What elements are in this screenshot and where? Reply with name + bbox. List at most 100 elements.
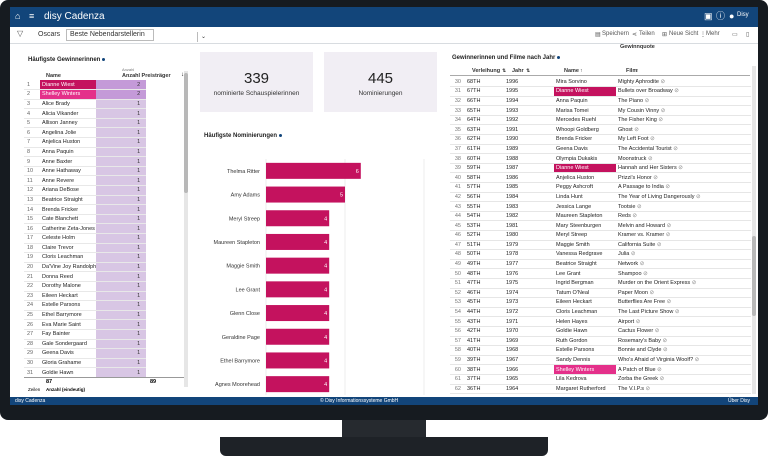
film-cell[interactable]: Bonnie and Clyde ⊘ bbox=[616, 345, 751, 356]
name-cell[interactable]: Cloris Leachman bbox=[554, 307, 616, 318]
link-icon[interactable]: ⊘ bbox=[659, 376, 665, 383]
table-row[interactable]: 37 61TH 1989 Geena Davis The Accidental Tour… bbox=[450, 144, 751, 155]
name-cell[interactable]: Olympia Dukakis bbox=[554, 153, 616, 164]
name-cell[interactable]: Beatrice Straight bbox=[554, 259, 616, 270]
bar[interactable] bbox=[266, 281, 330, 298]
bar[interactable] bbox=[266, 210, 330, 227]
table-row[interactable]: 24 Estelle Parsons 1 bbox=[24, 300, 147, 311]
share-button[interactable]: Teilen bbox=[639, 31, 655, 37]
table-row[interactable]: 12 Ariana DeBose 1 bbox=[24, 185, 147, 196]
link-icon[interactable]: ⊘ bbox=[666, 222, 672, 229]
film-cell[interactable]: Bullets over Broadway ⊘ bbox=[616, 86, 751, 97]
winner-name[interactable]: Dorothy Malone bbox=[40, 281, 97, 292]
name-cell[interactable]: Anjelica Huston bbox=[554, 172, 616, 184]
table-row[interactable]: 38 60TH 1988 Olympia Dukakis Moonstruck ⊘ bbox=[450, 153, 751, 164]
link-icon[interactable]: ⊘ bbox=[674, 88, 679, 95]
link-icon[interactable]: ⊘ bbox=[665, 184, 671, 191]
table-row[interactable]: 50 48TH 1976 Lee Grant Shampoo ⊘ bbox=[450, 268, 751, 279]
view-select[interactable]: Beste Nebendarstellerin ⌄ bbox=[66, 29, 206, 42]
table-row[interactable]: 43 55TH 1983 Jessica Lange Tootsie ⊘ bbox=[450, 201, 751, 212]
table-row[interactable]: 34 64TH 1992 Mercedes Ruehl The Fisher King … bbox=[450, 115, 751, 126]
link-icon[interactable]: ⊘ bbox=[695, 193, 701, 200]
link-icon[interactable]: ⊘ bbox=[666, 299, 672, 306]
name-cell[interactable]: Anna Paquin bbox=[554, 96, 616, 107]
share-icon[interactable]: ⋖ bbox=[632, 32, 638, 38]
winner-name[interactable]: Eileen Heckart bbox=[40, 291, 97, 302]
name-cell[interactable]: Whoopi Goldberg bbox=[554, 124, 616, 136]
table-row[interactable]: 59 39TH 1967 Sandy Dennis Who's Afraid of Vi… bbox=[450, 355, 751, 366]
film-cell[interactable]: My Left Foot ⊘ bbox=[616, 134, 751, 145]
winner-name[interactable]: Brenda Fricker bbox=[40, 204, 97, 215]
link-icon[interactable]: ⊘ bbox=[665, 232, 671, 239]
table-row[interactable]: 27 Fay Bainter 1 bbox=[24, 329, 147, 340]
link-icon[interactable]: ⊘ bbox=[662, 347, 668, 354]
table-row[interactable]: 61 37TH 1965 Lila Kedrova Zorba the Greek ⊘ bbox=[450, 374, 751, 385]
winner-name[interactable]: Cloris Leachman bbox=[40, 252, 97, 263]
table-row[interactable]: 28 Gale Sondergaard 1 bbox=[24, 339, 147, 350]
winner-name[interactable]: Gale Sondergaard bbox=[40, 339, 97, 350]
winner-name[interactable]: Shelley Winters bbox=[40, 89, 97, 100]
film-cell[interactable]: The V.I.P.s ⊘ bbox=[616, 384, 751, 395]
table-row[interactable]: 30 Gloria Grahame 1 bbox=[24, 358, 147, 369]
film-cell[interactable]: California Suite ⊘ bbox=[616, 240, 751, 251]
table-row[interactable]: 53 45TH 1973 Eileen Heckart Butterflies Are … bbox=[450, 297, 751, 308]
winner-name[interactable]: Dianne Wiest bbox=[40, 80, 97, 91]
user-name[interactable]: Disy bbox=[737, 12, 749, 18]
table-row[interactable]: 19 Cloris Leachman 1 bbox=[24, 252, 147, 263]
name-cell[interactable]: Dianne Wiest bbox=[554, 86, 616, 97]
film-cell[interactable]: Melvin and Howard ⊘ bbox=[616, 220, 751, 231]
table-row[interactable]: 11 Anne Revere 1 bbox=[24, 175, 147, 187]
table-row[interactable]: 47 51TH 1979 Maggie Smith California Suite ⊘ bbox=[450, 240, 751, 251]
winner-name[interactable]: Goldie Hawn bbox=[40, 367, 97, 378]
sort-up-icon[interactable]: ↑ bbox=[580, 68, 583, 74]
user-icon[interactable]: ● bbox=[729, 11, 735, 21]
link-icon[interactable]: ⊘ bbox=[678, 165, 683, 172]
winner-name[interactable]: Fay Bainter bbox=[40, 329, 97, 340]
winner-name[interactable]: Ethel Barrymore bbox=[40, 310, 97, 321]
film-cell[interactable]: Rosemary's Baby ⊘ bbox=[616, 336, 751, 347]
link-icon[interactable]: ⊘ bbox=[657, 366, 662, 373]
table-row[interactable]: 21 Donna Reed 1 bbox=[24, 271, 147, 282]
table-row[interactable]: 56 42TH 1970 Goldie Hawn Cactus Flower ⊘ bbox=[450, 326, 751, 337]
table-row[interactable]: 44 54TH 1982 Maureen Stapleton Reds ⊘ bbox=[450, 211, 751, 222]
name-cell[interactable]: Shelley Winters bbox=[554, 364, 616, 375]
table-row[interactable]: 35 63TH 1991 Whoopi Goldberg Ghost ⊘ bbox=[450, 124, 751, 136]
name-cell[interactable]: Tatum O'Neal bbox=[554, 288, 616, 299]
table-row[interactable]: 5 Allison Janney 1 bbox=[24, 118, 147, 129]
link-icon[interactable]: ⊘ bbox=[654, 328, 660, 335]
table-row[interactable]: 62 36TH 1964 Margaret Rutherford The V.I.P.s… bbox=[450, 384, 751, 395]
name-cell[interactable]: Linda Hunt bbox=[554, 192, 616, 203]
left-scrollbar-thumb[interactable] bbox=[184, 73, 188, 193]
panel-icon[interactable]: ▯ bbox=[746, 32, 750, 38]
more-button[interactable]: Mehr bbox=[706, 31, 720, 37]
name-cell[interactable]: Mercedes Ruehl bbox=[554, 115, 616, 126]
name-cell[interactable]: Margaret Rutherford bbox=[554, 384, 616, 395]
info-icon[interactable]: ⓘ bbox=[716, 11, 726, 21]
link-icon[interactable]: ⊘ bbox=[632, 213, 637, 220]
link-icon[interactable]: ⊘ bbox=[662, 337, 668, 344]
filter-icon[interactable]: ⇅ bbox=[526, 68, 531, 74]
link-icon[interactable]: ⊘ bbox=[674, 309, 680, 316]
link-icon[interactable]: ⊘ bbox=[639, 261, 645, 268]
winner-name[interactable]: Catherine Zeta-Jones bbox=[40, 223, 97, 234]
table-row[interactable]: 25 Ethel Barrymore 1 bbox=[24, 310, 147, 321]
film-cell[interactable]: Network ⊘ bbox=[616, 259, 751, 270]
link-icon[interactable]: ⊘ bbox=[636, 203, 642, 210]
breadcrumb-oscars[interactable]: Oscars bbox=[38, 31, 61, 38]
film-cell[interactable]: A Passage to India ⊘ bbox=[616, 182, 751, 193]
bar[interactable] bbox=[266, 162, 361, 179]
winner-name[interactable]: Anna Paquin bbox=[40, 147, 97, 158]
winner-name[interactable]: Geena Davis bbox=[40, 348, 97, 359]
name-cell[interactable]: Goldie Hawn bbox=[554, 326, 616, 337]
table-row[interactable]: 41 57TH 1985 Peggy Ashcroft A Passage to Ind… bbox=[450, 182, 751, 193]
link-icon[interactable]: ⊘ bbox=[649, 289, 655, 296]
table-row[interactable]: 39 59TH 1987 Dianne Wiest Hannah and Her Sis… bbox=[450, 163, 751, 174]
link-icon[interactable]: ⊘ bbox=[673, 145, 678, 152]
film-cell[interactable]: Ghost ⊘ bbox=[616, 124, 751, 136]
film-cell[interactable]: Mighty Aphrodite ⊘ bbox=[616, 77, 751, 88]
sort-icon[interactable]: ↓ bbox=[181, 72, 184, 78]
table-row[interactable]: 26 Eva Marie Saint 1 bbox=[24, 319, 147, 330]
table-row[interactable]: 32 66TH 1994 Anna Paquin The Piano ⊘ bbox=[450, 96, 751, 107]
film-cell[interactable]: Cactus Flower ⊘ bbox=[616, 326, 751, 337]
table-row[interactable]: 48 50TH 1978 Vanessa Redgrave Julia ⊘ bbox=[450, 249, 751, 260]
